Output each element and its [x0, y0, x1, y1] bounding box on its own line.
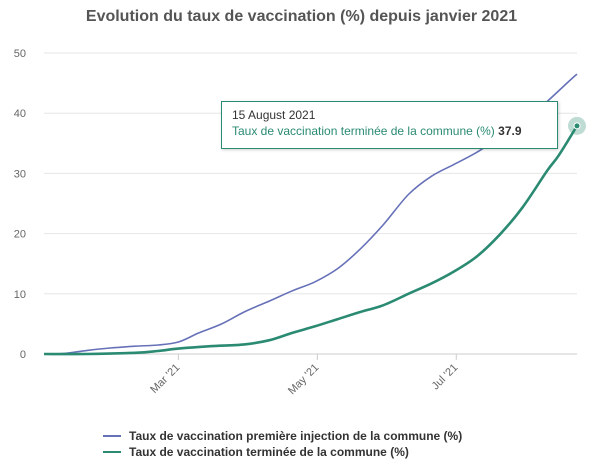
legend-swatch-first-injection [103, 435, 121, 437]
legend: Taux de vaccination première injection d… [103, 428, 462, 460]
x-tick-label: May '21 [286, 362, 321, 397]
gridlines [44, 52, 577, 295]
y-tick-label: 50 [14, 48, 26, 60]
y-axis-ticks: 0 10 20 30 40 50 [14, 48, 26, 361]
legend-label-first-injection: Taux de vaccination première injection d… [129, 429, 463, 443]
x-tick-label: Mar '21 [148, 362, 182, 396]
y-tick-label: 20 [14, 229, 26, 241]
hover-point[interactable] [573, 122, 581, 130]
y-tick-label: 10 [14, 289, 26, 301]
x-tick-label: Jul '21 [430, 362, 461, 393]
y-tick-label: 40 [14, 108, 26, 120]
legend-item-first-injection[interactable]: Taux de vaccination première injection d… [103, 428, 462, 444]
chart-title: Evolution du taux de vaccination (%) dep… [85, 8, 518, 25]
y-tick-label: 0 [20, 349, 26, 361]
tooltip: 15 August 2021 Taux de vaccination termi… [221, 101, 558, 149]
y-tick-label: 30 [14, 168, 26, 180]
series-line-completed[interactable] [43, 125, 579, 356]
legend-label-completed: Taux de vaccination terminée de la commu… [129, 445, 409, 459]
tooltip-value: 37.9 [498, 124, 522, 138]
legend-item-completed[interactable]: Taux de vaccination terminée de la commu… [103, 444, 462, 460]
hover-marker [568, 116, 586, 135]
tooltip-date: 15 August 2021 [232, 108, 316, 122]
x-axis: Mar '21 May '21 Jul '21 [44, 353, 577, 397]
tooltip-series-label: Taux de vaccination terminée de la commu… [232, 124, 495, 138]
legend-swatch-completed [103, 451, 121, 453]
